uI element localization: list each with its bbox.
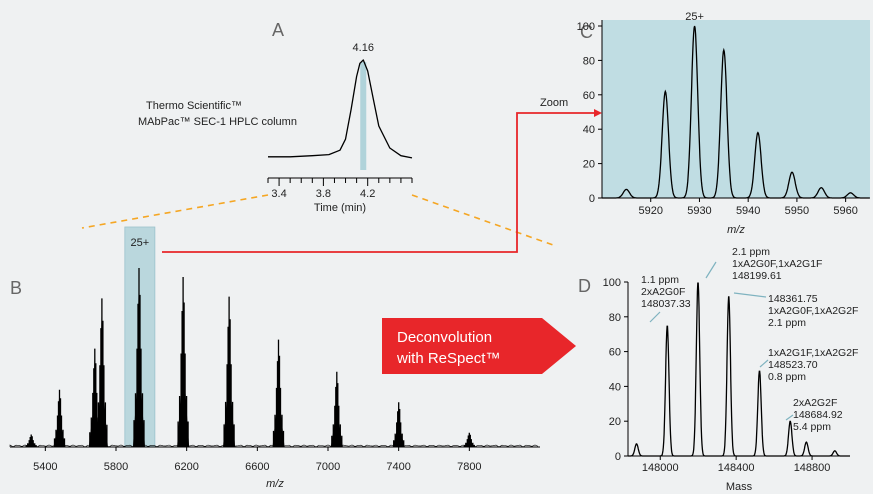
annotation-leader bbox=[649, 311, 661, 323]
panel-letter-d: D bbox=[578, 276, 591, 296]
x-tick-label: 7000 bbox=[316, 461, 340, 473]
peak-annotation-text: 1xA2G0F,1xA2G2F bbox=[768, 305, 858, 317]
x-tick-label: 3.8 bbox=[316, 188, 331, 200]
x-tick-label: 6600 bbox=[245, 461, 269, 473]
panel-letter-a: A bbox=[272, 20, 284, 40]
peak-label: 4.16 bbox=[353, 42, 374, 54]
charge-state-envelope bbox=[463, 432, 476, 447]
x-tick-label: 5940 bbox=[736, 205, 760, 217]
x-tick-label: 3.4 bbox=[271, 188, 286, 200]
y-tick-label: 40 bbox=[609, 381, 621, 393]
x-axis-label: Mass bbox=[726, 481, 753, 493]
x-tick-label: 4.2 bbox=[360, 188, 375, 200]
x-tick-label: 5960 bbox=[833, 205, 857, 217]
annotation-leader bbox=[759, 359, 769, 368]
charge-state-envelope bbox=[25, 434, 38, 447]
x-tick-label: 6200 bbox=[174, 461, 198, 473]
x-axis-label: m/z bbox=[266, 478, 284, 490]
peak-annotation-text: 148361.75 bbox=[768, 293, 818, 305]
y-tick-label: 0 bbox=[589, 193, 595, 205]
charge-state-envelope bbox=[132, 268, 145, 447]
peak-annotation-text: 148199.61 bbox=[732, 270, 782, 282]
peak-annotation-text: 1xA2G0F,1xA2G1F bbox=[732, 258, 822, 270]
y-tick-label: 100 bbox=[577, 21, 595, 33]
zoom-label: Zoom bbox=[540, 97, 568, 109]
peak-annotation-text: 148684.92 bbox=[793, 409, 843, 421]
zoom-arrow bbox=[162, 109, 602, 253]
panel-letter-b: B bbox=[10, 278, 22, 298]
y-tick-label: 20 bbox=[583, 159, 595, 171]
x-tick-label: 5950 bbox=[785, 205, 809, 217]
x-tick-label: 5400 bbox=[33, 461, 57, 473]
y-tick-label: 20 bbox=[609, 416, 621, 428]
peak-annotation-text: 2xA2G0F bbox=[641, 286, 685, 298]
deconvolution-label-line2: with ReSpect™ bbox=[396, 350, 500, 367]
peak-annotation-text: 2.1 ppm bbox=[732, 246, 770, 258]
y-tick-label: 60 bbox=[609, 347, 621, 359]
projection-line-left bbox=[81, 194, 269, 229]
panel-c-zoom-spectrum: 5920 5930 5940 5950 5960 0 20 40 60 80 100 m/z 25+ bbox=[577, 11, 870, 236]
charge-state-envelope bbox=[177, 276, 190, 447]
panel-b-spectrum: 25+ 5400 5800 6200 6600 7000 7400 7800 m/z bbox=[9, 226, 540, 490]
charge-annotation: 25+ bbox=[685, 11, 704, 23]
panel-d-deconvolved-spectrum: 148000 148400 148800 0 20 40 60 80 100 Mass 1.1 pp… bbox=[603, 246, 859, 493]
charge-state-envelope bbox=[223, 296, 236, 447]
peak-annotation-text: 2xA2G2F bbox=[793, 397, 837, 409]
column-label-line2: MAbPac™ SEC-1 HPLC column bbox=[138, 116, 297, 128]
panel-a-chromatogram: 3.4 3.8 4.2 Time (min) 4.16 bbox=[267, 42, 413, 214]
peak-annotation-text: 2.1 ppm bbox=[768, 317, 806, 329]
peak-annotation-text: 0.8 ppm bbox=[768, 371, 806, 383]
peak-annotation-text: 1xA2G1F,1xA2G2F bbox=[768, 347, 858, 359]
chromatogram-trace bbox=[268, 59, 413, 159]
x-tick-label: 7800 bbox=[457, 461, 481, 473]
charge-state-envelope bbox=[392, 402, 405, 447]
peak-annotation-text: 148523.70 bbox=[768, 359, 818, 371]
y-tick-label: 60 bbox=[583, 90, 595, 102]
peak-annotation-text: 148037.33 bbox=[641, 298, 691, 310]
annotation-leader bbox=[705, 261, 717, 279]
x-tick-label: 148000 bbox=[642, 462, 679, 474]
x-tick-label: 7400 bbox=[386, 461, 410, 473]
charge-state-envelope bbox=[95, 298, 108, 447]
x-tick-label: 5920 bbox=[638, 205, 662, 217]
charge-state-envelope bbox=[53, 389, 66, 447]
baseline-noise bbox=[9, 444, 539, 448]
highlight-label: 25+ bbox=[131, 237, 150, 249]
y-tick-label: 100 bbox=[603, 277, 621, 289]
x-tick-label: 5930 bbox=[687, 205, 711, 217]
annotation-leader bbox=[733, 292, 767, 298]
x-tick-label: 5800 bbox=[104, 461, 128, 473]
x-axis-label: m/z bbox=[727, 224, 745, 236]
peak-annotation-text: 5.4 ppm bbox=[793, 421, 831, 433]
peak-highlight-strip bbox=[360, 62, 367, 170]
y-tick-label: 0 bbox=[615, 451, 621, 463]
y-tick-label: 80 bbox=[583, 55, 595, 67]
y-tick-label: 40 bbox=[583, 124, 595, 136]
projection-line-right bbox=[411, 194, 554, 246]
charge-state-envelope bbox=[330, 371, 343, 447]
column-label-line1: Thermo Scientific™ bbox=[146, 100, 242, 112]
deconvolution-arrow bbox=[382, 318, 576, 374]
panel-letter-c: C bbox=[580, 22, 593, 42]
x-tick-label: 148400 bbox=[718, 462, 755, 474]
peak-annotation-text: 1.1 ppm bbox=[641, 274, 679, 286]
panel-c-background bbox=[602, 20, 870, 198]
x-tick-label: 148800 bbox=[794, 462, 831, 474]
deconvolution-label-line1: Deconvolution bbox=[397, 329, 492, 346]
x-axis-label: Time (min) bbox=[314, 202, 366, 214]
annotation-leader bbox=[785, 414, 794, 421]
y-tick-label: 80 bbox=[609, 312, 621, 324]
charge-state-envelope bbox=[272, 339, 285, 447]
